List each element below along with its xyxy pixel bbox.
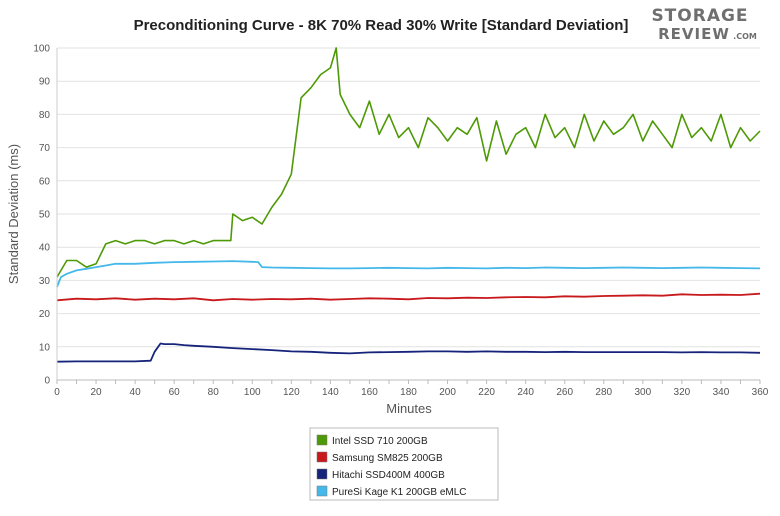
y-tick-label: 90 (39, 77, 51, 88)
y-tick-label: 50 (39, 210, 51, 221)
x-tick-label: 180 (400, 387, 417, 398)
chart-title: Preconditioning Curve - 8K 70% Read 30% … (134, 17, 629, 34)
legend: Intel SSD 710 200GB Samsung SM825 200GB Hi… (309, 427, 499, 501)
x-tick-label: 0 (54, 387, 60, 398)
x-tick-label: 220 (478, 387, 495, 398)
x-tick-label: 160 (361, 387, 378, 398)
logo-suffix-text: .COM (733, 32, 757, 41)
legend-label: Intel SSD 710 200GB (332, 436, 428, 447)
x-tick-labels: 0 20 40 60 80 100 120 140 160 180 200 220 240 260 280 3… (54, 380, 769, 398)
logo-bottom-text: REVIEW (658, 25, 730, 43)
legend-swatch (316, 451, 328, 463)
x-tick-label: 240 (517, 387, 534, 398)
legend-box (309, 427, 499, 501)
legend-swatch (316, 434, 328, 446)
x-tick-label: 340 (713, 387, 730, 398)
y-tick-label: 10 (39, 342, 51, 353)
logo-top-text: STORAGE (651, 6, 748, 26)
legend-swatch (316, 468, 328, 480)
x-tick-label: 320 (674, 387, 691, 398)
series-line-samsung-sm825-200gb (56, 292, 761, 302)
x-axis-label: Minutes (386, 401, 432, 416)
y-tick-label: 70 (39, 143, 51, 154)
x-tick-label: 20 (90, 387, 102, 398)
y-tick-labels: 0 10 20 30 40 50 60 70 80 90 100 (33, 44, 50, 387)
y-tick-label: 0 (44, 376, 50, 387)
x-tick-label: 200 (439, 387, 456, 398)
x-tick-label: 120 (283, 387, 300, 398)
x-tick-label: 280 (595, 387, 612, 398)
x-tick-label: 60 (169, 387, 181, 398)
x-tick-label: 40 (130, 387, 142, 398)
storage-review-logo: STORAGE REVIEW .COM (651, 6, 756, 43)
y-tick-label: 40 (39, 243, 51, 254)
legend-swatch (316, 485, 328, 497)
y-tick-label: 60 (39, 176, 51, 187)
y-axis-label: Standard Deviation (ms) (6, 144, 21, 284)
x-tick-label: 360 (752, 387, 769, 398)
x-tick-label: 260 (556, 387, 573, 398)
y-tick-label: 80 (39, 110, 51, 121)
series-line-puresi-kage-k1-200gb-emlc (56, 260, 761, 288)
y-tick-label: 30 (39, 276, 51, 287)
x-tick-label: 300 (634, 387, 651, 398)
series-lines (56, 47, 761, 363)
x-tick-label: 80 (208, 387, 220, 398)
gridlines (57, 47, 760, 348)
legend-label: Hitachi SSD400M 400GB (332, 470, 445, 481)
y-tick-label: 100 (33, 44, 50, 55)
x-tick-label: 140 (322, 387, 339, 398)
legend-label: PureSi Kage K1 200GB eMLC (332, 487, 467, 498)
legend-label: Samsung SM825 200GB (332, 453, 443, 464)
x-tick-label: 100 (244, 387, 261, 398)
y-tick-label: 20 (39, 309, 51, 320)
series-line-intel-ssd-710-200gb (56, 47, 761, 278)
series-line-hitachi-ssd400m-400gb (56, 342, 761, 363)
